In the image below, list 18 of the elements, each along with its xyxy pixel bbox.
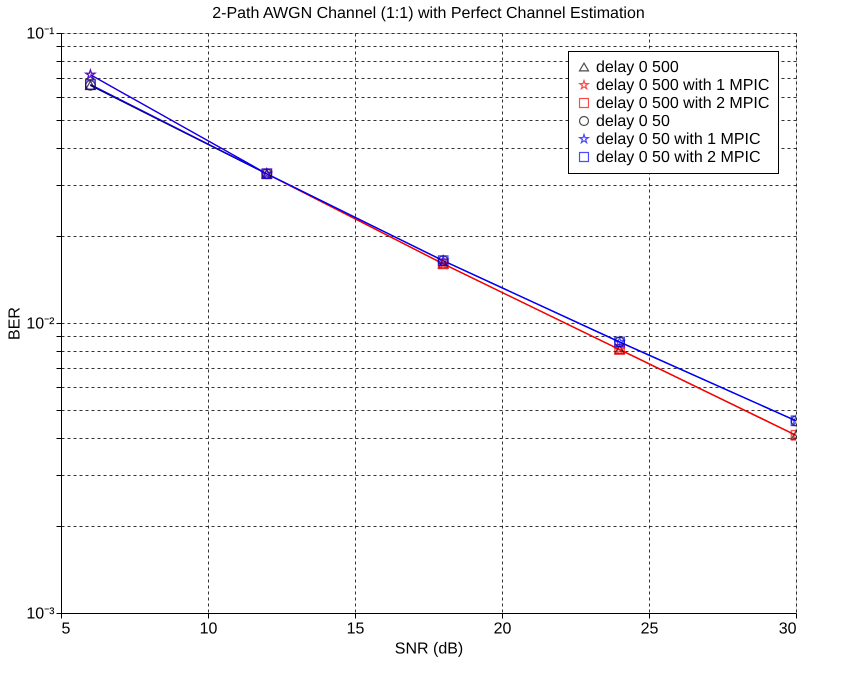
x-tick-label: 30	[778, 620, 797, 638]
legend-label: delay 0 500 with 1 MPIC	[596, 77, 770, 94]
y-tick-label: 10⁻³	[26, 606, 56, 622]
legend-label: delay 0 500	[596, 59, 679, 76]
x-axis-title: SNR (dB)	[394, 640, 464, 658]
x-tick-label: 10	[200, 620, 218, 638]
x-tick-label: 5	[62, 620, 70, 638]
y-tick-label: 10⁻²	[26, 316, 56, 332]
y-tick-label: 10⁻¹	[26, 26, 54, 42]
y-axis-title: BER	[6, 307, 24, 340]
legend-label: delay 0 50 with 2 MPIC	[596, 149, 761, 166]
legend-label: delay 0 50 with 1 MPIC	[596, 131, 761, 148]
chart-title: 2-Path AWGN Channel (1:1) with Perfect Channel Estimation	[212, 5, 645, 22]
legend-label: delay 0 50	[596, 113, 670, 130]
x-tick-label: 25	[640, 620, 658, 638]
legend-label: delay 0 500 with 2 MPIC	[596, 95, 770, 112]
x-tick-label: 15	[346, 620, 364, 638]
x-tick-label: 20	[494, 620, 512, 638]
